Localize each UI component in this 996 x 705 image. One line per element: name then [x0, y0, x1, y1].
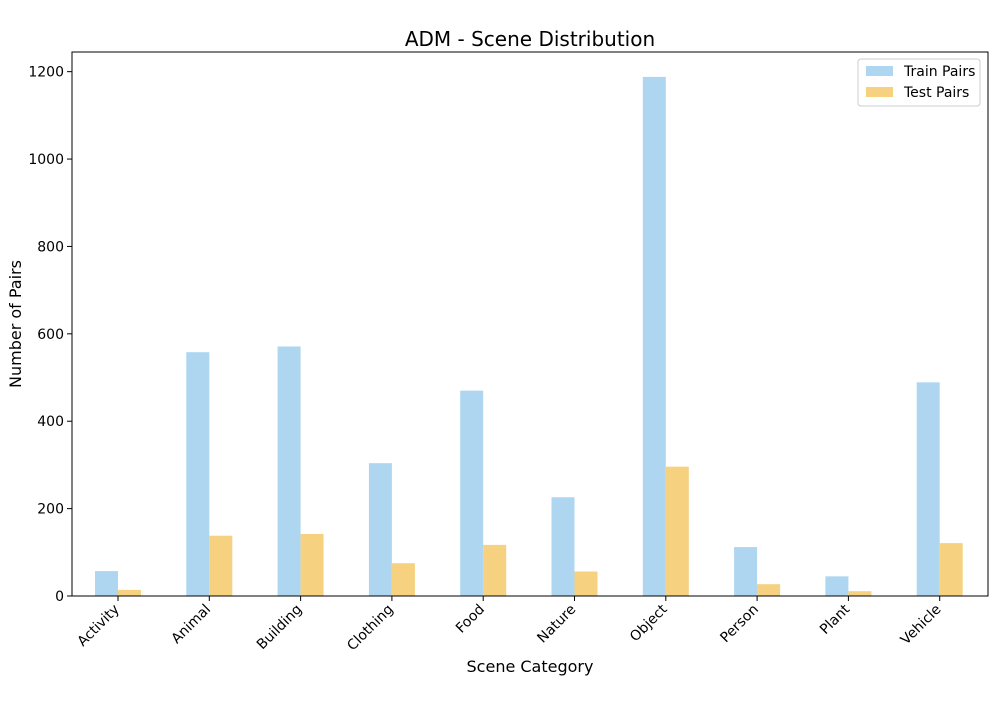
- x-tick-label: Building: [254, 602, 305, 653]
- x-tick-label: Activity: [74, 602, 122, 650]
- bar-train-pairs-plant: [825, 576, 849, 596]
- bar-test-pairs-building: [300, 533, 324, 596]
- bar-test-pairs-animal: [209, 535, 233, 596]
- x-tick-label: Food: [453, 602, 488, 637]
- x-tick-label: Plant: [817, 601, 854, 638]
- x-tick-label: Vehicle: [898, 602, 945, 649]
- x-tick-label: Nature: [534, 602, 579, 647]
- x-tick-label: Clothing: [344, 602, 397, 655]
- bar-test-pairs-vehicle: [939, 543, 963, 596]
- x-axis-label: Scene Category: [467, 657, 594, 676]
- bar-test-pairs-object: [665, 466, 689, 596]
- y-axis-label: Number of Pairs: [6, 260, 25, 388]
- x-tick-label: Animal: [169, 602, 215, 648]
- y-tick-label: 600: [37, 327, 64, 343]
- bar-test-pairs-nature: [574, 571, 598, 596]
- bar-test-pairs-clothing: [391, 563, 415, 596]
- y-tick-label: 200: [37, 502, 64, 518]
- legend-label: Test Pairs: [903, 85, 969, 101]
- bar-train-pairs-person: [734, 547, 758, 596]
- y-tick-label: 1000: [28, 152, 64, 168]
- y-tick-label: 1200: [28, 65, 64, 81]
- bar-test-pairs-plant: [848, 591, 872, 596]
- bar-train-pairs-vehicle: [916, 382, 940, 596]
- plot-frame: [71, 51, 989, 597]
- legend-swatch: [866, 87, 893, 97]
- bars-group: [95, 76, 963, 597]
- y-ticks-group: 0 200 400 600 800 1000 1200: [28, 65, 72, 605]
- y-tick-label: 800: [37, 239, 64, 255]
- y-tick-label: 400: [37, 414, 64, 430]
- bar-test-pairs-activity: [118, 589, 141, 596]
- x-tick-label: Object: [627, 601, 671, 645]
- x-tick-label: Person: [717, 602, 762, 647]
- legend: Train Pairs Test Pairs: [857, 58, 981, 107]
- x-ticks-group: Activity Animal Building Clothing Food Nature…: [74, 596, 945, 655]
- bar-train-pairs-animal: [186, 352, 210, 596]
- bar-test-pairs-person: [757, 584, 781, 596]
- legend-swatch: [866, 66, 893, 76]
- chart-title: ADM - Scene Distribution: [405, 27, 655, 51]
- legend-label: Train Pairs: [903, 64, 975, 80]
- bar-test-pairs-food: [483, 544, 507, 596]
- bar-train-pairs-clothing: [368, 463, 392, 596]
- bar-train-pairs-nature: [551, 497, 575, 596]
- bar-train-pairs-activity: [95, 571, 118, 596]
- bar-train-pairs-building: [277, 346, 301, 596]
- bar-train-pairs-object: [642, 76, 666, 597]
- bar-train-pairs-food: [460, 390, 484, 596]
- y-tick-label: 0: [55, 589, 64, 605]
